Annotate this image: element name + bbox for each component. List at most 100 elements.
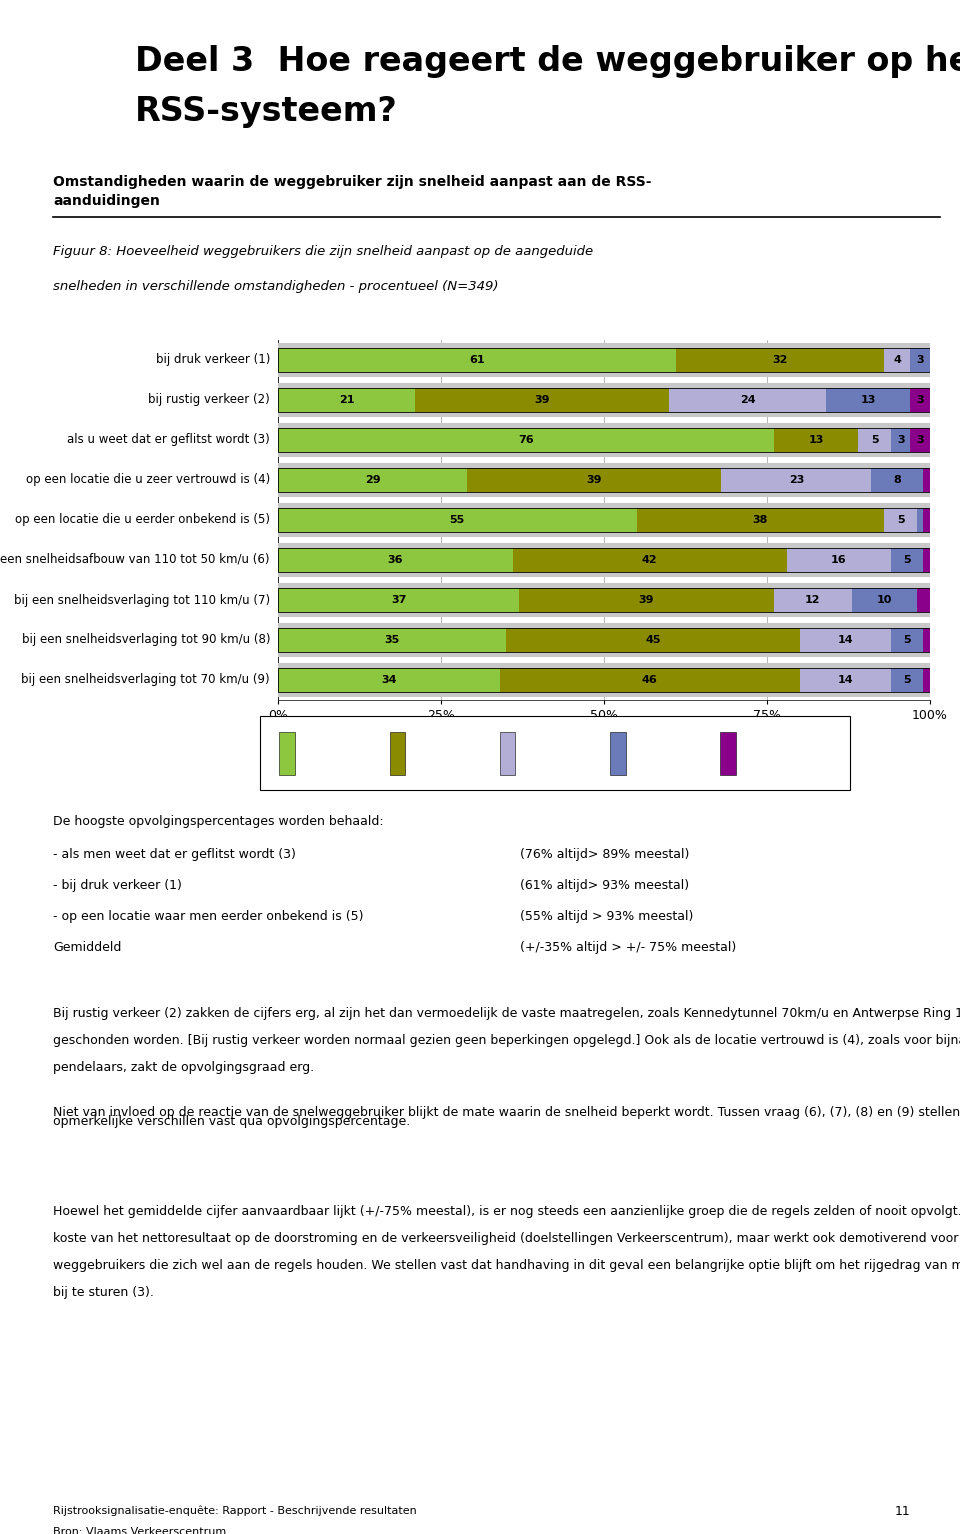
Bar [278,623,930,657]
Text: 5: 5 [871,436,878,445]
Bar [278,629,506,652]
Text: 3: 3 [917,354,924,365]
Text: 13: 13 [808,436,824,445]
Bar [278,384,930,417]
Text: bij een snelheidsverlaging tot 110 km/u (7): bij een snelheidsverlaging tot 110 km/u … [13,594,270,606]
Text: bij een snelheidsafbouw van 110 tot 50 km/u (6): bij een snelheidsafbouw van 110 tot 50 k… [0,554,270,566]
Text: 29: 29 [365,476,380,485]
Text: - bij druk verkeer (1): - bij druk verkeer (1) [53,879,181,891]
Text: bij rustig verkeer (2): bij rustig verkeer (2) [148,394,270,407]
Bar [278,669,930,692]
Text: als u weet dat er geflitst wordt (3): als u weet dat er geflitst wordt (3) [67,434,270,446]
Bar [278,589,930,612]
Bar [924,508,930,532]
Bar [278,663,930,696]
Bar [676,348,884,371]
Bar [278,344,930,377]
Bar [278,388,415,411]
Bar [278,548,513,572]
Text: (61% altijd> 93% meestal): (61% altijd> 93% meestal) [520,879,689,891]
Bar [278,428,774,451]
Bar [636,508,884,532]
Text: Niet van invloed op de reactie van de snelweggebruiker blijkt de mate waarin de : Niet van invloed op de reactie van de sn… [53,1106,960,1118]
Text: opmerkelijke verschillen vast qua opvolgingspercentage.: opmerkelijke verschillen vast qua opvolg… [53,1115,410,1127]
Text: snelheden in verschillende omstandigheden - procentueel (N=349): snelheden in verschillende omstandighede… [53,281,498,293]
Bar [415,388,669,411]
Text: 24: 24 [739,394,756,405]
Text: RSS-systeem?: RSS-systeem? [135,95,397,127]
Text: 14: 14 [837,635,853,644]
Bar [278,463,930,497]
Text: 34: 34 [381,675,396,686]
Text: Omstandigheden waarin de weggebruiker zijn snelheid aanpast aan de RSS-
aanduidi: Omstandigheden waarin de weggebruiker zi… [53,175,652,209]
Text: 10: 10 [876,595,892,604]
Bar [278,660,930,667]
Bar [278,548,930,572]
Text: Gemiddeld: Gemiddeld [53,940,121,954]
Text: 32: 32 [773,354,788,365]
Text: 39: 39 [535,394,550,405]
Text: pendelaars, zakt de opvolgingsgraad erg.: pendelaars, zakt de opvolgingsgraad erg. [53,1062,314,1074]
Bar [278,468,468,491]
Bar [774,589,852,612]
Text: 42: 42 [642,555,658,565]
Text: op een locatie die u eerder onbekend is (5): op een locatie die u eerder onbekend is … [15,514,270,526]
Bar [278,420,930,426]
Text: 76: 76 [518,436,534,445]
Bar [891,548,924,572]
Text: 5: 5 [903,555,911,565]
Bar [891,428,910,451]
Text: nooit: nooit [744,747,775,759]
Text: 61: 61 [469,354,485,365]
Text: Rijstrooksignalisatie-enquête: Rapport - Beschrijvende resultaten: Rijstrooksignalisatie-enquête: Rapport -… [53,1505,417,1516]
Bar [500,669,800,692]
Text: Bij rustig verkeer (2) zakken de cijfers erg, al zijn het dan vermoedelijk de va: Bij rustig verkeer (2) zakken de cijfers… [53,1006,960,1020]
Text: Hoewel het gemiddelde cijfer aanvaardbaar lijkt (+/-75% meestal), is er nog stee: Hoewel het gemiddelde cijfer aanvaardbaa… [53,1206,960,1218]
Bar [910,348,930,371]
Text: 5: 5 [897,515,904,525]
Bar [924,548,930,572]
Text: 5: 5 [903,635,911,644]
Text: bij een snelheidsverlaging tot 90 km/u (8): bij een snelheidsverlaging tot 90 km/u (… [21,634,270,646]
Text: (55% altijd > 93% meestal): (55% altijd > 93% meestal) [520,910,693,923]
Text: Deel 3  Hoe reageert de weggebruiker op het: Deel 3 Hoe reageert de weggebruiker op h… [135,44,960,78]
Bar [924,629,930,652]
Text: 3: 3 [917,436,924,445]
Bar [852,589,917,612]
Text: 38: 38 [753,515,768,525]
Bar [884,508,917,532]
Bar [278,423,930,457]
Bar [278,460,930,466]
Bar [891,629,924,652]
Bar [278,629,930,652]
Bar [800,629,891,652]
Text: meestal: meestal [413,747,463,759]
Text: 8: 8 [894,476,901,485]
Bar [910,388,930,411]
Bar [891,669,924,692]
Text: Figuur 8: Hoeveelheid weggebruikers die zijn snelheid aanpast op de aangeduide: Figuur 8: Hoeveelheid weggebruikers die … [53,245,593,258]
Bar [924,468,930,491]
Text: 11: 11 [895,1505,910,1519]
Bar [278,589,519,612]
Text: weggebruikers die zich wel aan de regels houden. We stellen vast dat handhaving : weggebruikers die zich wel aan de regels… [53,1259,960,1272]
Bar [669,388,826,411]
Bar [278,500,930,506]
Bar [278,508,930,532]
Text: (76% altijd> 89% meestal): (76% altijd> 89% meestal) [520,848,689,861]
Bar [513,548,786,572]
Text: 23: 23 [789,476,804,485]
Bar [278,620,930,627]
Bar [917,589,930,612]
Bar [872,468,924,491]
Bar [884,348,910,371]
Text: 4: 4 [894,354,901,365]
Text: altijd: altijd [302,747,333,759]
Bar [278,468,930,491]
Text: 55: 55 [449,515,465,525]
Bar [278,380,930,387]
Text: op een locatie die u zeer vertrouwd is (4): op een locatie die u zeer vertrouwd is (… [26,474,270,486]
Text: 21: 21 [339,394,354,405]
Text: 3: 3 [897,436,904,445]
Text: Bron: Vlaams Verkeerscentrum: Bron: Vlaams Verkeerscentrum [53,1526,227,1534]
